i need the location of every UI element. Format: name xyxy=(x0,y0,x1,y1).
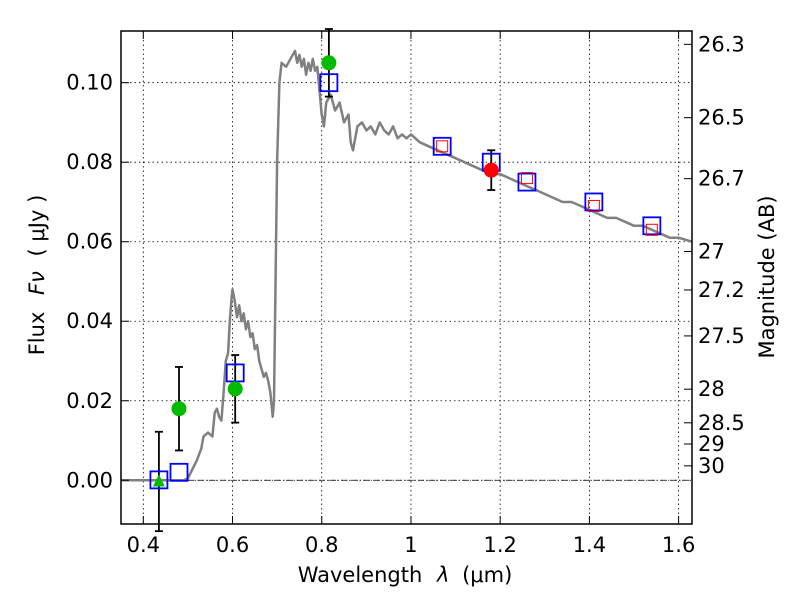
nir-photometry-square xyxy=(587,199,600,212)
x-tick-label: 1.4 xyxy=(573,533,606,557)
tick-layer xyxy=(121,31,692,524)
model-photometry-square xyxy=(319,73,339,93)
y-tick-label: 0.02 xyxy=(66,389,113,413)
marker-layer xyxy=(149,55,662,490)
magnitude-tick-label: 26.5 xyxy=(698,106,745,130)
magnitude-tick-label: 27.2 xyxy=(698,278,745,302)
y-tick-label: 0.00 xyxy=(66,468,113,492)
nir-photometry-square xyxy=(645,223,658,236)
magnitude-tick-label: 30 xyxy=(698,454,725,478)
model-photometry-square xyxy=(149,470,169,490)
model-photometry-square xyxy=(517,172,537,192)
photometry-point xyxy=(227,381,243,397)
magnitude-tick-label: 28 xyxy=(698,377,725,401)
nir-photometry-square xyxy=(436,140,449,153)
model-photometry-square xyxy=(584,192,604,212)
grid-lines xyxy=(121,31,692,524)
magnitude-tick-label: 26.3 xyxy=(698,32,745,56)
model-photometry-square xyxy=(432,136,452,156)
magnitude-tick-label: 27 xyxy=(698,239,725,263)
x-tick-label: 1.2 xyxy=(483,533,516,557)
y-axis-label: Flux Fν ( μJy ) xyxy=(25,195,49,356)
photometry-point xyxy=(321,55,337,71)
y-axis-symbol: Fν xyxy=(25,271,49,295)
y-axis-label-text: Flux xyxy=(25,312,49,356)
x-tick-label: 0.8 xyxy=(305,533,338,557)
x-axis-symbol: λ xyxy=(436,563,449,587)
tick-label-layer: 0.4 0.6 0.8 1 1.2 1.4 1.6 0.00 0.02 0.04 0.06 0.08 0… xyxy=(66,32,745,557)
y-tick-label: 0.08 xyxy=(66,150,113,174)
nir-photometry-square xyxy=(520,172,533,185)
y-tick-label: 0.06 xyxy=(66,230,113,254)
x-tick-label: 1 xyxy=(404,533,417,557)
sed-model-layer xyxy=(121,49,693,482)
y-axis-right-label: Magnitude (AB) xyxy=(755,195,779,358)
photometry-point xyxy=(483,162,499,178)
sed-model-curve xyxy=(121,49,693,482)
x-axis-unit: (μm) xyxy=(462,563,512,587)
x-tick-label: 0.4 xyxy=(127,533,160,557)
model-photometry-square xyxy=(169,462,189,482)
model-photometry-square xyxy=(642,216,662,236)
magnitude-tick-label: 26.7 xyxy=(698,167,745,191)
x-tick-label: 1.6 xyxy=(662,533,695,557)
magnitude-tick-label: 27.5 xyxy=(698,324,745,348)
y-tick-label: 0.10 xyxy=(66,71,113,95)
magnitude-tick-label: 28.5 xyxy=(698,411,745,435)
y-axis-unit: ( μJy ) xyxy=(25,195,49,257)
x-axis-label-text: Wavelength xyxy=(298,563,423,587)
upper-limit-triangle xyxy=(152,474,165,487)
y-tick-label: 0.04 xyxy=(66,309,113,333)
photometry-point xyxy=(171,401,187,417)
x-axis-label: Wavelength λ (μm) xyxy=(298,563,513,587)
magnitude-tick-label: 29 xyxy=(698,432,725,456)
x-tick-label: 0.6 xyxy=(216,533,249,557)
plot-frame xyxy=(120,30,693,525)
